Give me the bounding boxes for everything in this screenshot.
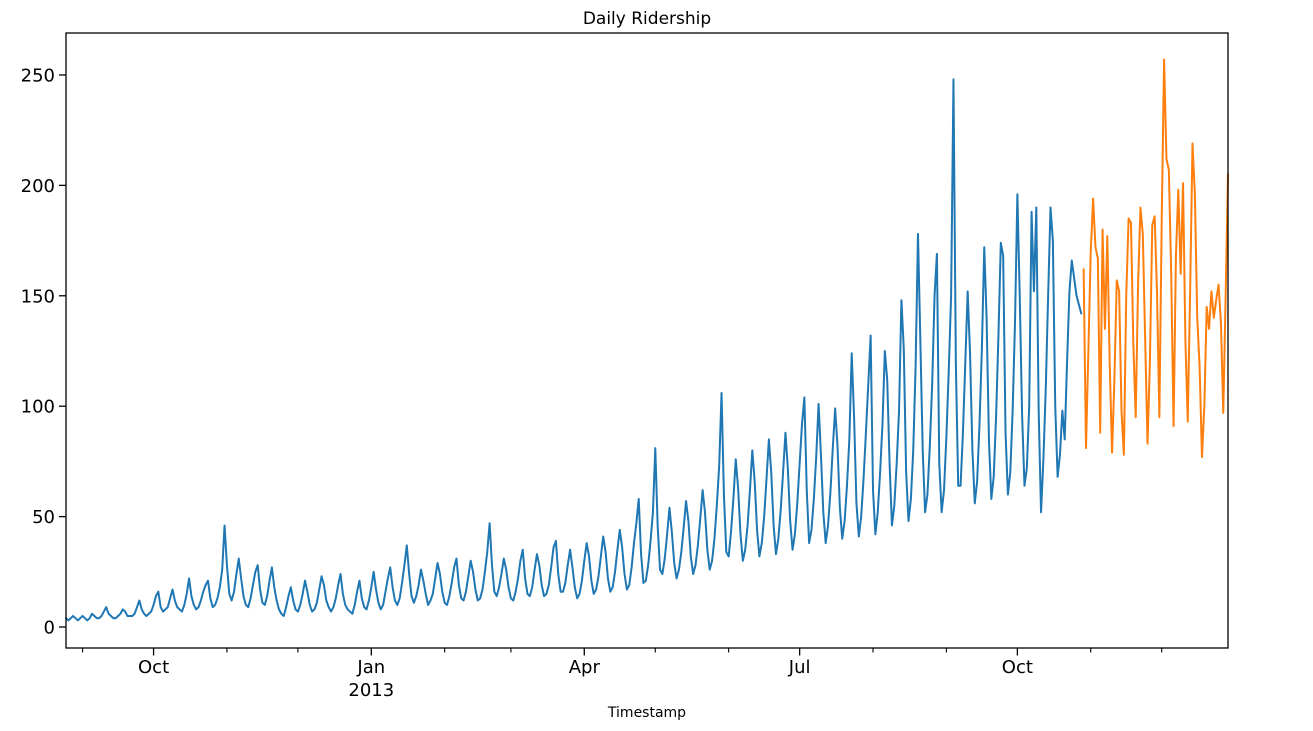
x-tick-year-label: 2013 (348, 680, 394, 701)
axes-frame (65, 32, 1229, 649)
y-tick-label: 150 (21, 286, 55, 307)
x-tick-label: Apr (569, 657, 601, 678)
y-tick-label: 0 (44, 618, 55, 639)
x-axis-label: Timestamp (607, 705, 686, 721)
x-tick-label: Oct (1002, 657, 1033, 678)
x-tick-label: Jan (356, 657, 385, 678)
y-tick-label: 250 (21, 65, 55, 86)
y-tick-label: 100 (21, 397, 55, 418)
x-tick-label: Jul (788, 657, 811, 678)
y-tick-label: 200 (21, 176, 55, 197)
x-tick-label: Oct (138, 657, 169, 678)
chart-title: Daily Ridership (583, 9, 711, 29)
forecast-series-line (1082, 58, 1229, 458)
y-tick-label: 50 (32, 507, 55, 528)
observed-series-line (65, 78, 1083, 622)
